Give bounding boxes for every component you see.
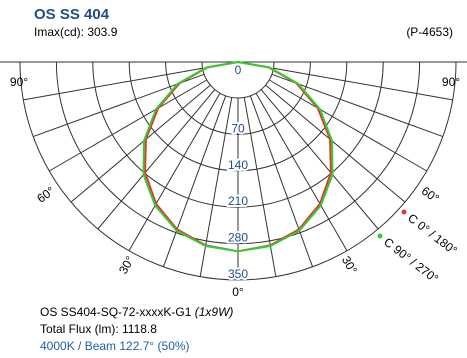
legend-dot-0 xyxy=(401,209,407,215)
radial-tick-label: 0 xyxy=(235,63,242,77)
grid-spoke xyxy=(70,84,211,203)
radial-tick-label: 210 xyxy=(228,194,248,208)
model-suffix: (1x9W) xyxy=(194,305,234,319)
grid-spoke xyxy=(162,95,227,268)
angle-label: 90° xyxy=(442,75,460,89)
product-code: (P-4653) xyxy=(406,25,453,39)
grid-spoke xyxy=(48,79,208,172)
grid-spoke xyxy=(273,67,453,101)
polar-curves xyxy=(142,61,334,253)
radial-tick-label: 280 xyxy=(228,231,248,245)
grid-spoke xyxy=(268,79,428,172)
chart-title: OS SS 404 xyxy=(34,6,110,23)
angle-label: 60° xyxy=(419,184,442,206)
angle-label: 30° xyxy=(339,254,360,277)
angle-label: 0° xyxy=(232,285,244,299)
info-block: OS SS404-SQ-72-xxxxK-G1 (1x9W) Total Flu… xyxy=(40,304,233,355)
grid-ring xyxy=(201,61,275,99)
grid-spoke xyxy=(23,67,203,101)
grid-spoke xyxy=(97,89,216,230)
grid-spoke xyxy=(255,92,348,252)
model-name: OS SS404-SQ-72-xxxxK-G1 xyxy=(40,305,192,319)
imax-label: Imax(cd): 303.9 xyxy=(34,25,118,39)
beam-info: 4000K / Beam 122.7° (50%) xyxy=(40,339,190,353)
angle-label: 90° xyxy=(10,75,28,89)
polar-labels: 0 70 140 210 280 350 90° 90° 60° 60° 30° 30° 0° C 0° … xyxy=(10,61,460,299)
curve-1 xyxy=(142,61,334,253)
grid-spoke xyxy=(265,84,406,203)
angle-label: 60° xyxy=(34,184,57,206)
angle-label: 30° xyxy=(116,253,137,276)
grid-spoke xyxy=(249,95,314,268)
radial-tick-label: 70 xyxy=(231,121,245,135)
legend-label-0: C 0° / 180° xyxy=(405,211,460,258)
grid-spoke xyxy=(128,92,221,252)
radial-tick-label: 140 xyxy=(228,158,248,172)
legend-dot-1 xyxy=(377,233,383,239)
total-flux: Total Flux (lm): 1118.8 xyxy=(40,322,157,336)
grid-spoke xyxy=(271,73,444,138)
radial-tick-label: 350 xyxy=(228,267,248,281)
grid-spoke xyxy=(260,89,379,230)
grid-spoke xyxy=(32,73,205,138)
